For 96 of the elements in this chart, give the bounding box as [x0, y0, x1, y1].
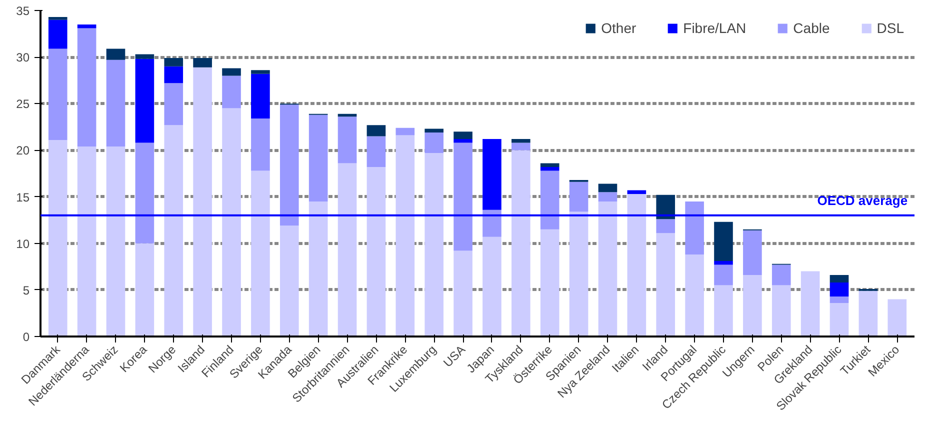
bar	[454, 250, 472, 336]
bar	[656, 219, 676, 234]
bar	[800, 271, 820, 336]
bar	[540, 229, 560, 336]
y-tick-label: 0	[22, 330, 30, 344]
bar	[366, 136, 386, 167]
bar	[164, 83, 184, 126]
bar	[743, 230, 762, 276]
bar	[193, 67, 212, 336]
bar	[540, 170, 560, 230]
bar	[251, 70, 270, 74]
x-tick-label: USA	[440, 342, 468, 370]
bar	[48, 140, 68, 336]
y-tick-label: 35	[16, 4, 30, 18]
bar	[772, 285, 791, 336]
bar	[598, 184, 618, 192]
bar	[251, 118, 270, 171]
bar	[830, 275, 849, 282]
bar	[772, 264, 791, 286]
legend-label: Fibre/LAN	[683, 20, 746, 36]
bar	[396, 135, 415, 336]
bar	[338, 163, 357, 336]
bar	[135, 54, 154, 59]
bar	[135, 58, 154, 143]
bar	[77, 28, 96, 146]
bar	[714, 222, 733, 262]
bar	[830, 296, 849, 303]
bar	[482, 236, 502, 336]
bar	[454, 139, 472, 143]
bar	[366, 166, 386, 336]
bar	[830, 282, 849, 296]
bar	[135, 142, 154, 244]
bar	[656, 233, 676, 336]
bar	[164, 66, 184, 84]
bar	[251, 170, 270, 336]
bar	[454, 132, 472, 140]
bar	[77, 24, 96, 28]
bar	[714, 264, 733, 286]
bar	[396, 128, 415, 136]
bar	[222, 108, 241, 336]
bar	[540, 163, 560, 167]
bar	[685, 201, 704, 255]
bar	[222, 68, 241, 76]
bar	[482, 210, 502, 237]
bar	[454, 142, 472, 251]
bar	[714, 261, 733, 265]
bar	[830, 302, 849, 336]
y-tick-label: 20	[16, 144, 30, 158]
bar	[48, 48, 68, 140]
bar	[48, 20, 68, 49]
bar	[569, 212, 588, 336]
bar	[106, 48, 126, 60]
y-tick-label: 10	[16, 236, 30, 251]
bar	[424, 132, 444, 154]
bar	[77, 146, 96, 336]
bar	[540, 166, 560, 171]
bar	[512, 142, 530, 150]
bar	[627, 194, 646, 336]
bar	[424, 153, 444, 336]
bar	[338, 116, 357, 164]
bar	[106, 146, 126, 336]
bar	[251, 74, 270, 119]
legend-label: DSL	[876, 20, 904, 36]
bar	[627, 190, 646, 194]
bar	[512, 150, 530, 336]
legend-label: Cable	[793, 20, 830, 36]
bar	[222, 76, 241, 108]
y-tick-label: 5	[22, 283, 30, 298]
bar	[482, 139, 502, 210]
bar	[424, 128, 444, 133]
bar	[164, 58, 184, 66]
y-tick-label: 30	[16, 50, 30, 65]
bar	[714, 285, 733, 336]
bar	[193, 58, 212, 68]
bar	[280, 104, 299, 226]
bar	[106, 60, 126, 146]
bar	[888, 299, 907, 336]
bar	[164, 125, 184, 336]
legend-label: Other	[601, 20, 636, 36]
y-tick-label: 15	[16, 190, 30, 204]
bar	[858, 290, 878, 336]
bar	[598, 192, 618, 202]
bar	[598, 201, 618, 336]
bar	[569, 182, 588, 212]
bar	[685, 254, 704, 336]
y-tick-label: 25	[16, 97, 30, 112]
ref-line-label: OECD average	[817, 192, 908, 208]
bar	[308, 201, 328, 336]
bar	[512, 139, 530, 143]
bar	[656, 194, 676, 220]
bar	[135, 243, 154, 336]
bar	[743, 275, 762, 336]
bar	[48, 17, 68, 20]
bar	[366, 125, 386, 136]
bar	[308, 114, 328, 202]
bar	[280, 226, 299, 336]
